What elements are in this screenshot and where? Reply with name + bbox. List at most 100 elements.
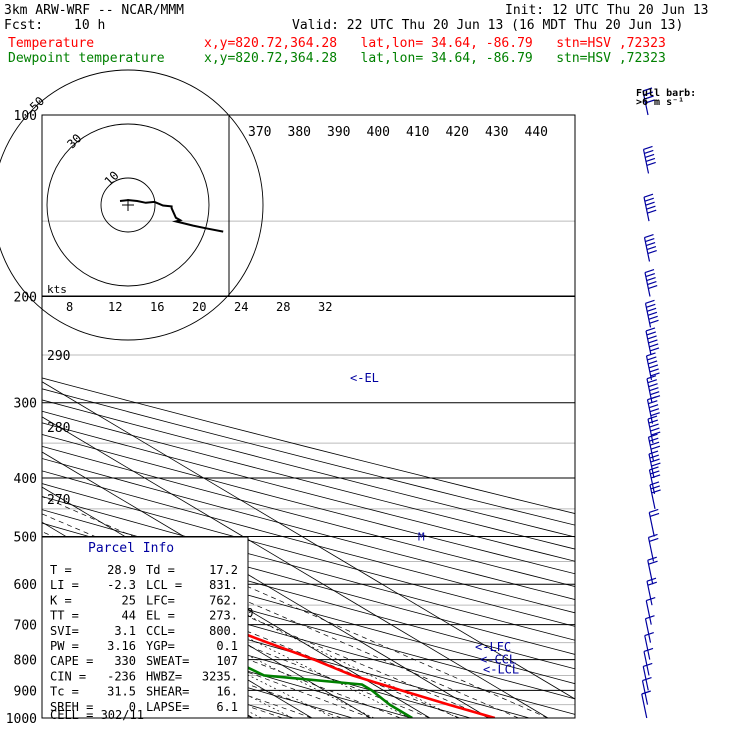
wind-barb-flag xyxy=(644,95,654,100)
wind-barb xyxy=(643,193,657,222)
hodograph-speed-label: 20 xyxy=(192,300,206,314)
dewpoint-location: x,y=820.72,364.28 lat,lon= 34.64, -86.79… xyxy=(204,51,666,66)
parcel-value: -2.3 xyxy=(107,578,136,592)
wind-barb-flag xyxy=(649,441,660,446)
theta-label: 410 xyxy=(406,125,429,140)
dry-adiabat xyxy=(42,434,575,575)
parcel-value: 3.16 xyxy=(107,639,136,653)
wind-barb-flag xyxy=(646,597,656,602)
wind-barb-flag xyxy=(649,508,659,514)
wind-barb-flag xyxy=(646,245,657,251)
wind-barb-flag xyxy=(650,474,661,479)
parcel-value: 44 xyxy=(122,609,136,623)
wind-barb-flag xyxy=(650,391,660,396)
parcel-label: SVI= xyxy=(50,624,79,638)
wind-barb-flag xyxy=(649,387,659,392)
wind-barb-flag xyxy=(651,489,661,494)
model-title: 3km ARW-WRF -- NCAR/MMM xyxy=(4,3,185,18)
pressure-tick-label: 200 xyxy=(14,291,37,306)
theta-label: 290 xyxy=(47,349,70,364)
wind-barb-flag xyxy=(647,415,658,420)
wind-barb-flag xyxy=(648,433,658,438)
wind-barb-flag xyxy=(644,149,654,155)
wind-barb-staff xyxy=(642,666,649,691)
wind-barb-flag xyxy=(646,307,657,312)
parcel-value: 28.9 xyxy=(107,563,136,577)
pressure-tick-label: 100 xyxy=(14,109,37,124)
wind-barb-flag xyxy=(649,537,659,543)
wind-barb-flag xyxy=(643,662,653,667)
wind-barb xyxy=(641,690,651,719)
wind-barb-flag xyxy=(649,512,660,518)
pressure-tick-label: 600 xyxy=(14,578,37,593)
wind-barb-flag xyxy=(651,462,661,467)
wind-barb-flag xyxy=(646,276,656,282)
parcel-value: 6.1 xyxy=(216,700,238,714)
wind-barb xyxy=(647,415,661,444)
wind-barb-flag xyxy=(648,364,659,369)
dry-adiabat xyxy=(42,564,575,715)
el-marker: <-EL xyxy=(350,371,379,385)
barb-legend-line-1: Full barb: xyxy=(636,88,696,99)
wind-barb-flag xyxy=(647,249,657,255)
wind-barb-flag xyxy=(643,193,654,198)
wind-barb-flag xyxy=(645,327,656,332)
temperature-trace xyxy=(42,553,496,718)
pressure-tick-label: 500 xyxy=(14,530,37,545)
wind-barb xyxy=(644,631,654,660)
wind-barb-flag xyxy=(646,577,657,582)
hodograph-ring xyxy=(46,123,210,287)
theta-label: 390 xyxy=(327,125,350,140)
wind-barb-flag xyxy=(649,408,660,413)
parcel-value: 31.5 xyxy=(107,685,136,699)
theta-label: 400 xyxy=(367,125,390,140)
parcel-label: K = xyxy=(50,593,72,607)
wind-barb-flag xyxy=(647,311,658,316)
wind-barb-flag xyxy=(647,379,657,384)
hodograph-speed-label: 8 xyxy=(66,300,73,314)
hodograph-ring-label: 30 xyxy=(64,131,84,151)
lcl-marker: <-LCL xyxy=(483,663,519,677)
temperature-location: x,y=820.72,364.28 lat,lon= 34.64, -86.79… xyxy=(204,36,666,51)
wind-barb-flag xyxy=(644,153,655,159)
wind-barb-flag xyxy=(649,343,659,348)
moist-adiabat xyxy=(42,566,431,718)
parcel-label: EL = xyxy=(146,609,175,623)
dry-adiabat xyxy=(42,496,575,641)
hodograph-trace xyxy=(119,199,224,233)
theta-label: 380 xyxy=(288,125,311,140)
pressure-tick-label: 900 xyxy=(14,684,37,699)
wind-barb xyxy=(648,466,661,495)
wind-barb-flag xyxy=(648,284,658,290)
theta-label: 420 xyxy=(446,125,469,140)
wind-barb-flag xyxy=(646,303,656,308)
wind-barb-flag xyxy=(650,372,660,377)
parcel-value: 25 xyxy=(122,593,136,607)
isotherm-line xyxy=(42,381,575,700)
isotherm-line xyxy=(42,486,431,718)
wind-barb-flag xyxy=(645,237,655,243)
wind-barb-flag xyxy=(649,454,659,459)
wind-barb-flag xyxy=(646,375,657,380)
wind-barb xyxy=(647,556,658,585)
dry-adiabat xyxy=(42,458,575,600)
parcel-value: 0.1 xyxy=(216,639,238,653)
valid-time: Valid: 22 UTC Thu 20 Jun 13 (16 MDT Thu … xyxy=(292,18,684,33)
parcel-label: LI = xyxy=(50,578,79,592)
parcel-label: CIN = xyxy=(50,669,86,683)
parcel-label: T = xyxy=(50,563,72,577)
theta-label: 270 xyxy=(47,493,70,508)
wind-barb-flag xyxy=(644,631,654,637)
wind-barb-staff xyxy=(643,651,650,676)
hodograph-speed-label: 12 xyxy=(108,300,122,314)
parcel-label: CCL= xyxy=(146,624,175,638)
wind-barb xyxy=(646,375,661,403)
wind-barb-flag xyxy=(650,470,660,475)
theta-label: 370 xyxy=(248,125,271,140)
parcel-value: 3235. xyxy=(202,669,238,683)
wind-barb-staff xyxy=(644,618,652,643)
parcel-value: 273. xyxy=(209,609,238,623)
parcel-label: SHEAR= xyxy=(146,685,189,699)
temperature-legend: Temperature xyxy=(8,36,95,51)
